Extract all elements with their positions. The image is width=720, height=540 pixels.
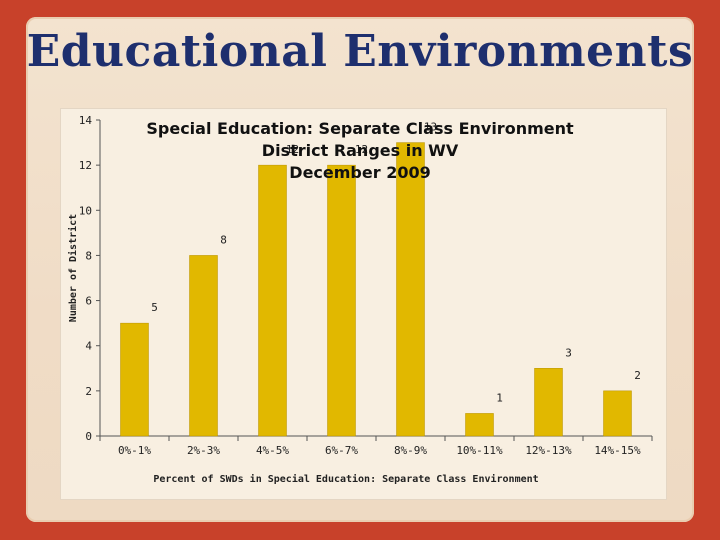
y-tick-label: 6	[85, 295, 92, 308]
y-axis-title: Number of District	[67, 214, 79, 322]
data-label: 12	[286, 143, 299, 156]
chart-title-line: District Ranges in WV	[262, 141, 459, 160]
data-label: 12	[355, 143, 368, 156]
x-tick-label: 14%-15%	[594, 444, 641, 457]
bar-14%-15%	[603, 390, 632, 437]
y-tick-label: 2	[85, 385, 92, 398]
bar-10%-11%	[465, 413, 494, 437]
x-tick-label: 6%-7%	[325, 444, 358, 457]
bar-2%-3%	[189, 255, 218, 437]
y-tick-label: 14	[79, 114, 93, 127]
y-tick-label: 8	[85, 249, 92, 262]
x-tick-label: 10%-11%	[456, 444, 503, 457]
bar-12%-13%	[534, 368, 563, 437]
x-tick-label: 12%-13%	[525, 444, 572, 457]
chart-title-line: December 2009	[289, 163, 430, 182]
chart-panel	[60, 108, 667, 500]
data-label: 5	[151, 301, 158, 314]
slide-title: Educational Environments	[26, 26, 694, 77]
data-label: 8	[220, 233, 227, 246]
data-label: 3	[565, 346, 572, 359]
data-label: 13	[424, 121, 437, 134]
data-label: 1	[496, 391, 503, 404]
bar-0%-1%	[120, 322, 149, 437]
data-label: 2	[634, 369, 641, 382]
x-tick-label: 2%-3%	[187, 444, 220, 457]
x-axis-title: Percent of SWDs in Special Education: Se…	[153, 473, 538, 485]
bar-6%-7%	[327, 164, 356, 437]
y-tick-label: 10	[79, 204, 92, 217]
x-tick-label: 4%-5%	[256, 444, 289, 457]
chart-title-line: Special Education: Separate Class Enviro…	[146, 119, 574, 138]
y-tick-label: 0	[85, 430, 92, 443]
y-tick-label: 4	[85, 340, 92, 353]
x-tick-label: 8%-9%	[394, 444, 427, 457]
x-tick-label: 0%-1%	[118, 444, 151, 457]
bar-4%-5%	[258, 164, 287, 437]
y-tick-label: 12	[79, 159, 92, 172]
bar-8%-9%	[396, 142, 425, 437]
